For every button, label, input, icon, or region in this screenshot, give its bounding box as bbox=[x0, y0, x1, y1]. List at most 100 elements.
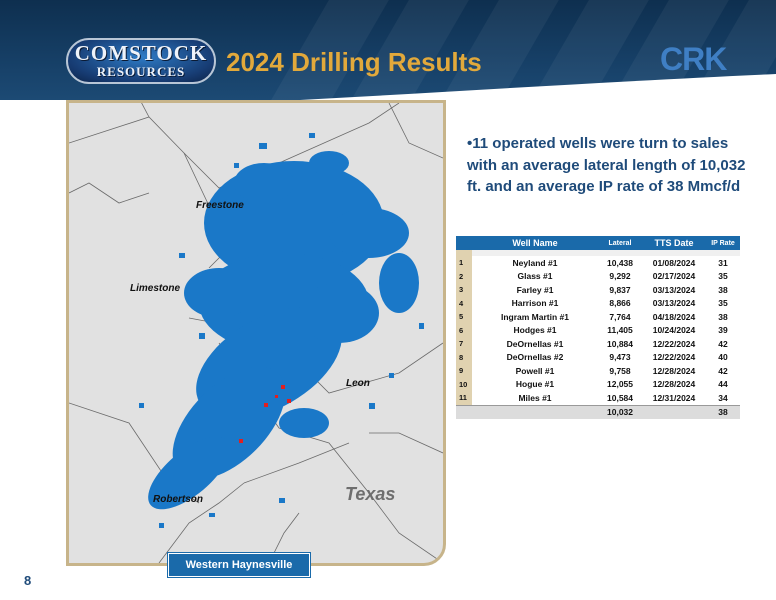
county-label-robertson: Robertson bbox=[153, 494, 203, 505]
well-name: DeOrnellas #2 bbox=[506, 352, 564, 363]
ip-rate: 35 bbox=[718, 298, 728, 309]
table-row: 9 Powell #1 9,758 12/28/2024 42 bbox=[456, 364, 740, 378]
row-index: 11 bbox=[456, 391, 472, 405]
lateral-length: 10,438 bbox=[607, 257, 633, 268]
table-row: 6 Hodges #1 11,405 10/24/2024 39 bbox=[456, 323, 740, 337]
well-name: Miles #1 bbox=[518, 392, 552, 403]
row-index: 7 bbox=[456, 337, 472, 351]
well-name: Hodges #1 bbox=[513, 325, 557, 336]
table-row: 10 Hogue #1 12,055 12/28/2024 44 bbox=[456, 377, 740, 391]
ip-rate: 40 bbox=[718, 352, 728, 363]
county-label-freestone: Freestone bbox=[196, 200, 244, 211]
table-spacer-row bbox=[456, 250, 740, 256]
table-total-row: 10,032 38 bbox=[456, 404, 740, 419]
lateral-length: 11,405 bbox=[607, 325, 633, 336]
tts-date: 04/18/2024 bbox=[652, 311, 696, 322]
ip-rate: 42 bbox=[718, 338, 728, 349]
map-drawing bbox=[69, 103, 443, 563]
ticker-logo: CRK bbox=[660, 41, 727, 77]
table-row: 2 Glass #1 9,292 02/17/2024 35 bbox=[456, 269, 740, 283]
table-header-row: Well Name Lateral TTS Date IP Rate bbox=[456, 236, 740, 250]
table-header-lateral: Lateral bbox=[598, 236, 642, 250]
logo-line2: RESOURCES bbox=[96, 64, 186, 79]
well-name: DeOrnellas #1 bbox=[506, 338, 564, 349]
total-ip-rate: 38 bbox=[706, 404, 740, 419]
ip-rate: 31 bbox=[718, 257, 728, 268]
table-row: 1 Neyland #1 10,438 01/08/2024 31 bbox=[456, 256, 740, 270]
lateral-length: 9,758 bbox=[609, 365, 631, 376]
lateral-length: 10,584 bbox=[607, 392, 633, 403]
table-row: 3 Farley #1 9,837 03/13/2024 38 bbox=[456, 283, 740, 297]
tts-date: 01/08/2024 bbox=[652, 257, 696, 268]
tts-date: 12/28/2024 bbox=[652, 379, 696, 390]
total-date bbox=[642, 404, 706, 419]
total-index bbox=[456, 404, 472, 419]
table-row: 8 DeOrnellas #2 9,473 12/22/2024 40 bbox=[456, 350, 740, 364]
tts-date: 12/31/2024 bbox=[652, 392, 696, 403]
table-header-index bbox=[456, 236, 472, 250]
well-markers bbox=[239, 385, 291, 443]
row-index: 10 bbox=[456, 377, 472, 391]
tts-date: 12/28/2024 bbox=[652, 365, 696, 376]
table-row: 11 Miles #1 10,584 12/31/2024 34 bbox=[456, 391, 740, 405]
row-index: 8 bbox=[456, 350, 472, 364]
ip-rate: 42 bbox=[718, 365, 728, 376]
table-row: 7 DeOrnellas #1 10,884 12/22/2024 42 bbox=[456, 337, 740, 351]
ip-rate: 39 bbox=[718, 325, 728, 336]
table-header-well-name: Well Name bbox=[472, 236, 598, 250]
lateral-length: 7,764 bbox=[609, 311, 631, 322]
table-row: 4 Harrison #1 8,866 03/13/2024 35 bbox=[456, 296, 740, 310]
total-lateral: 10,032 bbox=[598, 404, 642, 419]
logo-line1: COMSTOCK bbox=[74, 41, 208, 65]
state-label: Texas bbox=[345, 484, 396, 504]
row-index: 2 bbox=[456, 269, 472, 283]
well-name: Hogue #1 bbox=[515, 379, 555, 390]
well-name: Farley #1 bbox=[516, 284, 554, 295]
slide-title: 2024 Drilling Results bbox=[226, 47, 482, 77]
tts-date: 02/17/2024 bbox=[652, 271, 696, 282]
total-label bbox=[472, 404, 598, 419]
row-index: 5 bbox=[456, 310, 472, 324]
page-number: 8 bbox=[24, 573, 32, 588]
well-name: Neyland #1 bbox=[512, 257, 558, 268]
lateral-length: 12,055 bbox=[607, 379, 633, 390]
table-row: 5 Ingram Martin #1 7,764 04/18/2024 38 bbox=[456, 310, 740, 324]
slide-header: COMSTOCK RESOURCES 2024 Drilling Results… bbox=[0, 0, 776, 100]
county-label-leon: Leon bbox=[346, 378, 370, 389]
tts-date: 12/22/2024 bbox=[652, 338, 696, 349]
county-label-limestone: Limestone bbox=[130, 283, 181, 294]
tts-date: 03/13/2024 bbox=[652, 298, 696, 309]
row-index: 4 bbox=[456, 296, 472, 310]
well-name: Powell #1 bbox=[515, 365, 555, 376]
table-body: 1 Neyland #1 10,438 01/08/2024 31 2 Glass #1 9,… bbox=[456, 250, 740, 419]
well-name: Ingram Martin #1 bbox=[500, 311, 570, 322]
lateral-length: 9,473 bbox=[609, 352, 631, 363]
acreage-map: Freestone Limestone Leon Robertson Texas bbox=[66, 100, 446, 566]
ip-rate: 35 bbox=[718, 271, 728, 282]
lateral-length: 9,837 bbox=[609, 284, 631, 295]
table-header-ip-rate: IP Rate bbox=[706, 236, 740, 250]
tts-date: 10/24/2024 bbox=[652, 325, 696, 336]
ip-rate: 34 bbox=[718, 392, 728, 403]
header-swoosh bbox=[300, 74, 776, 100]
ip-rate: 44 bbox=[718, 379, 728, 390]
lateral-length: 10,884 bbox=[607, 338, 633, 349]
row-index: 9 bbox=[456, 364, 472, 378]
lateral-length: 9,292 bbox=[609, 271, 631, 282]
tts-date: 12/22/2024 bbox=[652, 352, 696, 363]
acreage-blocks bbox=[139, 133, 424, 528]
map-caption: Western Haynesville bbox=[168, 553, 310, 577]
well-name: Harrison #1 bbox=[511, 298, 559, 309]
company-logo: COMSTOCK RESOURCES bbox=[66, 38, 216, 84]
well-name: Glass #1 bbox=[517, 271, 553, 282]
ip-rate: 38 bbox=[718, 284, 728, 295]
well-results-table: Well Name Lateral TTS Date IP Rate 1 Neyl… bbox=[456, 236, 740, 419]
lateral-length: 8,866 bbox=[609, 298, 631, 309]
row-index: 6 bbox=[456, 323, 472, 337]
summary-bullet: •11 operated wells were turn to sales wi… bbox=[467, 135, 746, 195]
row-index: 1 bbox=[456, 256, 472, 270]
ip-rate: 38 bbox=[718, 311, 728, 322]
row-index: 3 bbox=[456, 283, 472, 297]
tts-date: 03/13/2024 bbox=[652, 284, 696, 295]
table-header-tts-date: TTS Date bbox=[642, 236, 706, 250]
